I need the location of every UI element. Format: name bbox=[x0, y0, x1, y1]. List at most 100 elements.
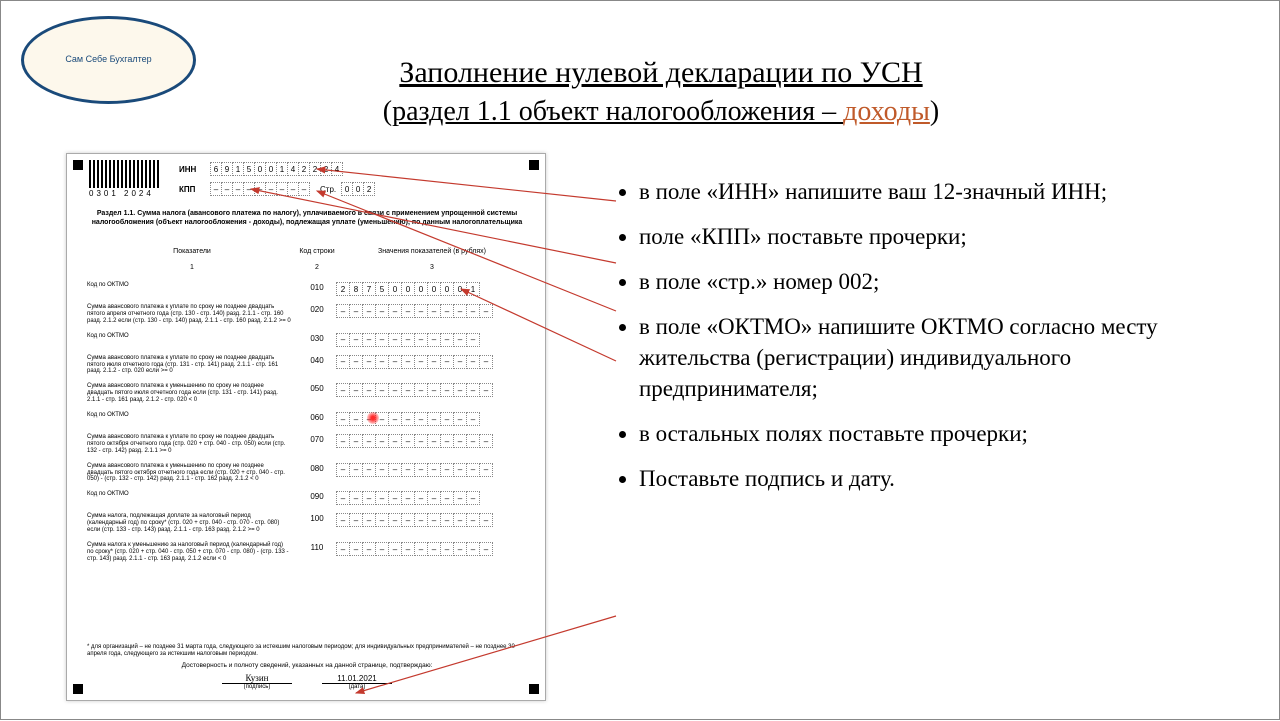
row-code: 010 bbox=[297, 282, 337, 292]
bullet-item: в поле «ОКТМО» напишите ОКТМО согласно м… bbox=[639, 311, 1243, 404]
cell: – bbox=[427, 412, 441, 426]
cell: – bbox=[440, 434, 454, 448]
cell: – bbox=[427, 513, 441, 527]
cell: – bbox=[414, 513, 428, 527]
cell: – bbox=[466, 304, 480, 318]
cell: – bbox=[375, 542, 389, 556]
cell: – bbox=[388, 491, 402, 505]
form-row: Код по ОКТМО030––––––––––– bbox=[87, 333, 527, 347]
cell: – bbox=[349, 513, 363, 527]
cell: – bbox=[479, 434, 493, 448]
row-code: 080 bbox=[297, 463, 337, 473]
cell: – bbox=[362, 304, 376, 318]
corner-marker bbox=[73, 160, 83, 170]
row-label: Сумма авансового платежа к уменьшению по… bbox=[87, 383, 297, 404]
cell: – bbox=[401, 542, 415, 556]
row-label: Код по ОКТМО bbox=[87, 491, 297, 498]
cell: – bbox=[453, 513, 467, 527]
confirm-text: Достоверность и полноту сведений, указан… bbox=[87, 662, 527, 669]
cell: – bbox=[336, 542, 350, 556]
bullet-item: Поставьте подпись и дату. bbox=[639, 463, 1243, 494]
cell: – bbox=[388, 355, 402, 369]
title-block: Заполнение нулевой декларации по УСН (ра… bbox=[276, 56, 1046, 128]
corner-marker bbox=[73, 684, 83, 694]
cell: – bbox=[388, 434, 402, 448]
cell: – bbox=[414, 333, 428, 347]
cell: – bbox=[349, 333, 363, 347]
cell: – bbox=[401, 491, 415, 505]
cell: – bbox=[440, 463, 454, 477]
cell: – bbox=[414, 304, 428, 318]
cell: 0 bbox=[388, 282, 402, 296]
str-cells: 002 bbox=[342, 182, 375, 196]
cell: – bbox=[388, 304, 402, 318]
cell: – bbox=[362, 542, 376, 556]
cell: – bbox=[453, 463, 467, 477]
cell: – bbox=[440, 355, 454, 369]
cell: – bbox=[427, 333, 441, 347]
form-document: 0301 2024 ИНН 691500142224 КПП –––––––––… bbox=[66, 153, 546, 701]
cell: – bbox=[349, 304, 363, 318]
cell: – bbox=[336, 491, 350, 505]
cell: – bbox=[440, 383, 454, 397]
cell: – bbox=[362, 491, 376, 505]
cell: – bbox=[298, 182, 310, 196]
row-cells: –––––––––––– bbox=[337, 383, 527, 397]
cell: – bbox=[375, 383, 389, 397]
cell: – bbox=[401, 355, 415, 369]
cell: – bbox=[414, 412, 428, 426]
cell: – bbox=[466, 333, 480, 347]
cell: 2 bbox=[336, 282, 350, 296]
form-row: Сумма налога к уменьшению за налоговый п… bbox=[87, 542, 527, 563]
cell: – bbox=[414, 383, 428, 397]
date-value: 11.01.2021 bbox=[322, 674, 392, 684]
cell: – bbox=[453, 304, 467, 318]
cell: – bbox=[466, 412, 480, 426]
cell: – bbox=[479, 383, 493, 397]
row-code: 110 bbox=[297, 542, 337, 552]
barcode-number: 0301 2024 bbox=[89, 189, 154, 198]
cell: – bbox=[466, 463, 480, 477]
row-cells: –––––––––––– bbox=[337, 542, 527, 556]
cell: 0 bbox=[427, 282, 441, 296]
cell: – bbox=[466, 355, 480, 369]
row-code: 090 bbox=[297, 491, 337, 501]
cell: – bbox=[479, 513, 493, 527]
cell: 0 bbox=[414, 282, 428, 296]
cell: – bbox=[466, 383, 480, 397]
kpp-label: КПП bbox=[179, 185, 205, 194]
cell: – bbox=[375, 463, 389, 477]
cell: – bbox=[427, 355, 441, 369]
form-row: Сумма авансового платежа к уплате по сро… bbox=[87, 434, 527, 455]
cell: – bbox=[440, 513, 454, 527]
row-label: Код по ОКТМО bbox=[87, 412, 297, 419]
form-row: Сумма налога, подлежащая доплате за нало… bbox=[87, 513, 527, 534]
section-title: Раздел 1.1. Сумма налога (авансового пла… bbox=[87, 210, 527, 228]
str-label: Стр. bbox=[320, 185, 336, 194]
confirmation-block: Достоверность и полноту сведений, указан… bbox=[87, 662, 527, 690]
corner-marker bbox=[529, 160, 539, 170]
row-code: 020 bbox=[297, 304, 337, 314]
cell: – bbox=[453, 412, 467, 426]
row-cells: ––––––––––– bbox=[337, 491, 527, 505]
cell: – bbox=[466, 434, 480, 448]
cell: 2 bbox=[363, 182, 375, 196]
cell: 7 bbox=[362, 282, 376, 296]
cell: – bbox=[362, 513, 376, 527]
cell: – bbox=[440, 304, 454, 318]
cell: – bbox=[375, 434, 389, 448]
column-numbers: 1 2 3 bbox=[87, 264, 527, 271]
row-label: Код по ОКТМО bbox=[87, 333, 297, 340]
cell: – bbox=[401, 383, 415, 397]
cell: – bbox=[440, 412, 454, 426]
cell: – bbox=[362, 463, 376, 477]
cell: – bbox=[479, 463, 493, 477]
cell: – bbox=[375, 355, 389, 369]
cell: – bbox=[336, 333, 350, 347]
cell: – bbox=[414, 463, 428, 477]
cell: – bbox=[401, 333, 415, 347]
cell: – bbox=[401, 463, 415, 477]
row-cells: –––––––––––– bbox=[337, 434, 527, 448]
title-sub: (раздел 1.1 объект налогообложения – дох… bbox=[276, 96, 1046, 128]
cell: – bbox=[466, 491, 480, 505]
